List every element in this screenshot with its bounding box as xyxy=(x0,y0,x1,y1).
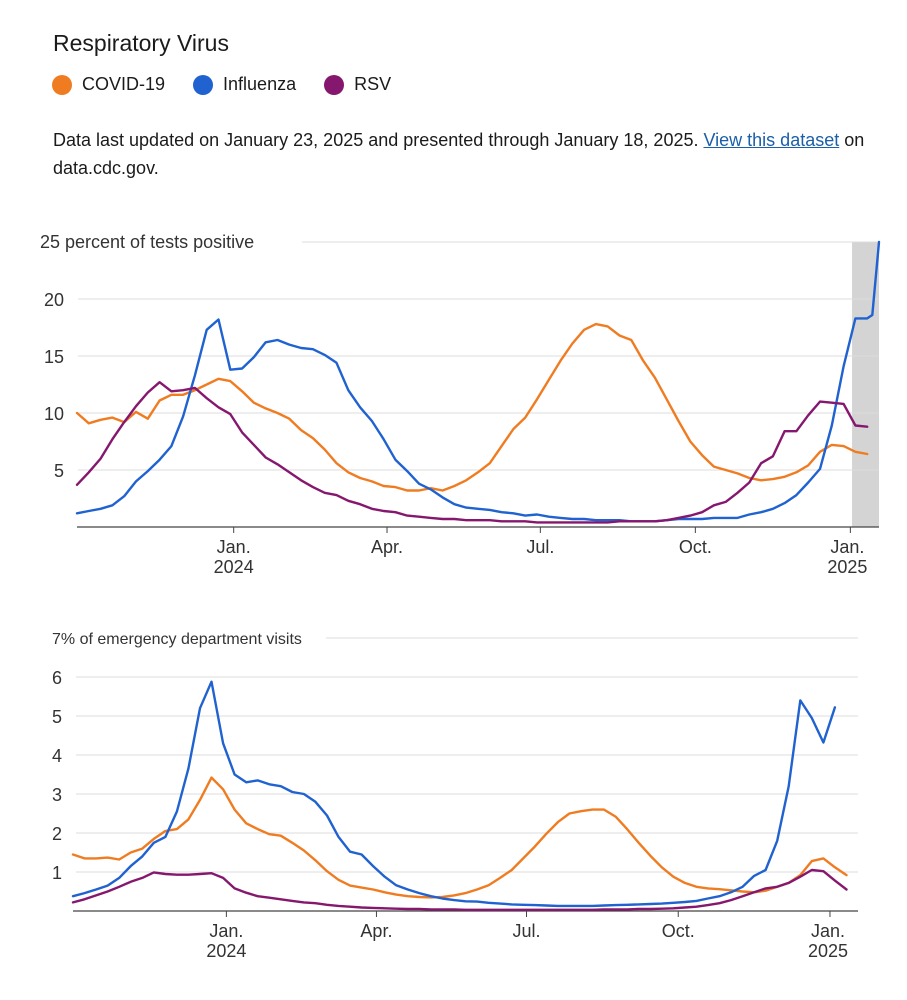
series-line-rsv xyxy=(75,381,869,524)
legend-item-covid: COVID-19 xyxy=(52,74,165,95)
x-tick-label: Jan. xyxy=(209,921,243,941)
legend-item-influenza: Influenza xyxy=(193,74,296,95)
y-tick-label: 20 xyxy=(44,290,64,310)
legend-item-rsv: RSV xyxy=(324,74,391,95)
ed-visits-chart: 7% of emergency department visits 6 5 4 3 2 1 J… xyxy=(52,631,858,961)
legend: COVID-19 Influenza RSV xyxy=(52,74,391,95)
x-tick-label: Oct. xyxy=(662,921,695,941)
covid-swatch-icon xyxy=(52,74,72,95)
x-tick-label: Jul. xyxy=(526,537,554,557)
y-tick-label: 10 xyxy=(44,404,64,424)
series-line-covid-19 xyxy=(71,776,848,899)
x-tick-year-label: 2024 xyxy=(214,557,254,577)
x-tick-label: Jan. xyxy=(217,537,251,557)
page-title: Respiratory Virus xyxy=(53,30,229,56)
y-tick-label: 4 xyxy=(52,746,62,766)
x-tick-year-label: 2025 xyxy=(827,557,867,577)
y-tick-label: 5 xyxy=(52,707,62,727)
tests-positive-chart: 25 percent of tests positive2015105Jan.2… xyxy=(40,232,881,577)
series-line-influenza xyxy=(71,680,837,908)
y-tick-label: 3 xyxy=(52,785,62,805)
y-tick-label: 15 xyxy=(44,347,64,367)
x-tick-label: Jan. xyxy=(811,921,845,941)
data-update-note: Data last updated on January 23, 2025 an… xyxy=(53,126,873,182)
y-tick-label: 6 xyxy=(52,668,62,688)
x-tick-label: Jan. xyxy=(830,537,864,557)
y-axis-title-tick: 7% of emergency department visits xyxy=(52,631,302,648)
x-tick-label: Apr. xyxy=(371,537,403,557)
x-tick-label: Oct. xyxy=(679,537,712,557)
y-axis-title-tick: 25 percent of tests positive xyxy=(40,232,254,252)
legend-label-rsv: RSV xyxy=(354,74,392,94)
x-tick-year-label: 2024 xyxy=(206,941,246,961)
x-tick-label: Jul. xyxy=(513,921,541,941)
x-tick-label: Apr. xyxy=(360,921,392,941)
series-line-rsv xyxy=(71,868,848,911)
x-tick-year-label: 2025 xyxy=(808,941,848,961)
y-tick-label: 5 xyxy=(54,461,64,481)
view-dataset-link[interactable]: View this dataset xyxy=(703,130,840,150)
series-line-influenza xyxy=(75,240,881,523)
series-line-covid-19 xyxy=(75,322,869,492)
note-text: Data last updated on January 23, 2025 an… xyxy=(53,130,704,150)
note-source: on data.cdc.gov. xyxy=(53,130,865,178)
legend-label-covid: COVID-19 xyxy=(82,74,166,94)
influenza-swatch-icon xyxy=(193,74,214,95)
legend-label-influenza: Influenza xyxy=(223,74,297,94)
y-tick-label: 1 xyxy=(52,863,62,883)
rsv-swatch-icon xyxy=(324,74,345,95)
y-tick-label: 2 xyxy=(52,824,62,844)
